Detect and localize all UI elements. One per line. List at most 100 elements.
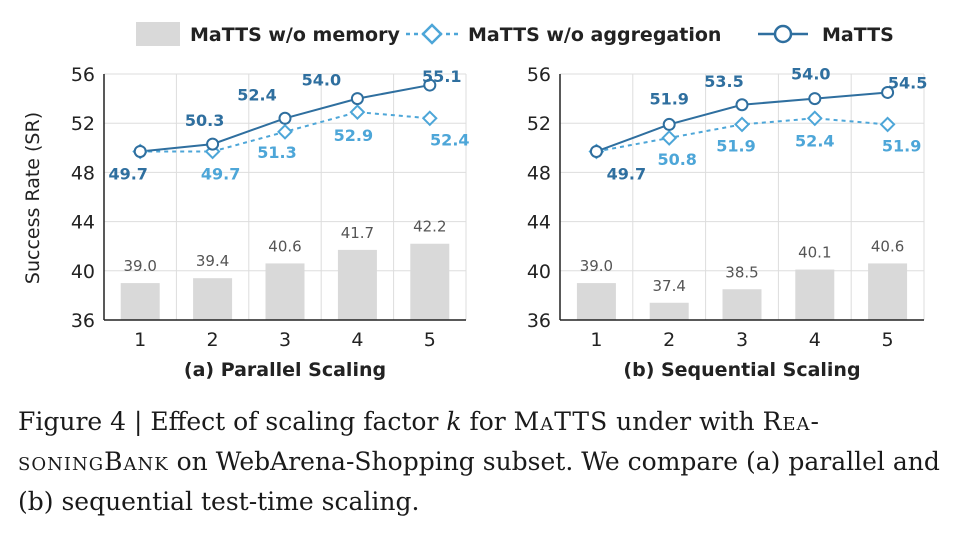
bar-1 (576, 283, 616, 320)
solid-value-label: 53.5 (704, 72, 743, 91)
solid-value-label: 54.5 (888, 73, 927, 92)
bar-4 (795, 269, 835, 320)
y-tick-label: 56 (527, 64, 551, 86)
panel-sequential-scaling: 36 40 44 48 52 56 39.0 37.4 38.5 40.1 40.6 1 2 3 4 5 49.… (527, 64, 928, 381)
caption-part2: for (461, 407, 514, 436)
x-tick-label: 2 (663, 329, 675, 351)
y-tick-label: 36 (527, 310, 551, 332)
y-tick-label: 40 (527, 261, 551, 283)
legend-bar-label: MaTTS w/o memory (190, 24, 400, 46)
bar-value-label: 39.0 (580, 257, 613, 275)
bar-2 (649, 302, 689, 320)
circle-marker-1 (589, 144, 603, 158)
dashed-value-label: 52.4 (795, 131, 834, 150)
circle-marker-3 (735, 98, 749, 112)
legend-diamond-marker (421, 23, 443, 45)
bar-value-label: 39.0 (123, 257, 156, 275)
diamond-marker-3 (277, 123, 293, 140)
bar-3 (265, 263, 305, 320)
solid-value-label: 52.4 (237, 85, 276, 104)
caption-part1: Figure 4 | Effect of scaling factor (18, 407, 447, 436)
solid-value-label: 51.9 (649, 89, 688, 108)
x-tick-label: 2 (207, 329, 219, 351)
solid-value-label: 54.0 (302, 71, 341, 90)
bar-value-label: 39.4 (196, 252, 229, 270)
panel-parallel-scaling: 36 40 44 48 52 56 39.0 39.4 40.6 41.7 42.2 1 2 3 4 5 49.… (71, 64, 470, 381)
y-axis-label: Success Rate (SR) (22, 112, 44, 284)
diamond-marker-5 (879, 116, 896, 133)
circle-marker-5 (881, 85, 895, 99)
circle-marker-2 (662, 117, 676, 131)
dashed-value-label: 49.7 (607, 164, 646, 183)
bar-5 (410, 243, 450, 320)
circle-marker-5 (423, 78, 437, 92)
legend: MaTTS w/o memory MaTTS w/o aggregation M… (136, 22, 894, 46)
diamond-marker-4 (806, 110, 823, 127)
diamond-marker-5 (421, 110, 438, 127)
figure-4-chart: MaTTS w/o memory MaTTS w/o aggregation M… (22, 22, 928, 381)
circle-marker-4 (808, 92, 822, 106)
panel-title: (a) Parallel Scaling (184, 359, 386, 381)
y-tick-label: 48 (527, 162, 551, 184)
x-tick-label: 4 (351, 329, 363, 351)
dashed-value-label: 49.7 (201, 164, 240, 183)
y-tick-label: 52 (71, 113, 95, 135)
circle-marker-4 (350, 92, 364, 106)
dashed-value-label: 51.3 (257, 143, 296, 162)
dashed-value-label: 52.9 (334, 126, 373, 145)
bar-value-label: 37.4 (652, 277, 685, 295)
bar-3 (722, 289, 762, 320)
x-tick-label: 1 (590, 329, 602, 351)
y-tick-label: 52 (527, 113, 551, 135)
bar-value-label: 40.6 (268, 237, 301, 255)
y-tick-label: 44 (71, 212, 95, 234)
diamond-marker-2 (661, 130, 678, 146)
circle-marker-2 (206, 137, 220, 151)
caption-reasoningbank-1: Rea- (762, 407, 820, 436)
x-tick-label: 3 (279, 329, 291, 351)
dashed-value-label: 51.9 (716, 136, 755, 155)
dashed-value-label: 49.7 (108, 164, 147, 183)
caption-k: k (446, 407, 462, 436)
x-tick-label: 4 (809, 329, 821, 351)
caption-part4: on WebArena-Shopping subset. We compare … (18, 447, 940, 516)
x-tick-label: 3 (736, 329, 748, 351)
bar-value-label: 40.1 (798, 244, 831, 262)
series-line-dashed (596, 117, 888, 153)
bar-5 (868, 263, 908, 320)
bar-value-label: 40.6 (871, 237, 904, 255)
x-tick-label: 5 (882, 329, 894, 351)
y-tick-label: 40 (71, 261, 95, 283)
legend-dashed-label: MaTTS w/o aggregation (468, 24, 721, 46)
y-tick-label: 44 (527, 212, 551, 234)
bar-4 (337, 249, 377, 320)
solid-value-label: 50.3 (185, 111, 224, 130)
diamond-marker-4 (349, 104, 366, 121)
dashed-value-label: 52.4 (430, 130, 469, 149)
panel-title: (b) Sequential Scaling (623, 359, 860, 381)
caption-matts: MaTTS (513, 407, 609, 436)
bar-1 (120, 283, 160, 320)
figure-caption: Figure 4 | Effect of scaling factor k fo… (18, 402, 948, 522)
bar-value-label: 42.2 (413, 218, 446, 236)
y-tick-label: 56 (71, 64, 95, 86)
legend-circle-marker (773, 24, 793, 44)
bar-value-label: 38.5 (725, 263, 758, 281)
legend-bar-swatch (136, 22, 180, 46)
dashed-value-label: 51.9 (882, 136, 921, 155)
y-tick-label: 48 (71, 162, 95, 184)
x-tick-label: 5 (424, 329, 436, 351)
caption-part3: under with (608, 407, 763, 436)
diamond-marker-3 (734, 116, 750, 133)
solid-value-label: 54.0 (791, 65, 830, 84)
legend-solid-label: MaTTS (822, 24, 894, 46)
circle-marker-3 (278, 111, 292, 125)
circle-marker-1 (133, 144, 147, 158)
y-tick-label: 36 (71, 310, 95, 332)
x-tick-label: 1 (134, 329, 146, 351)
solid-value-label: 55.1 (422, 67, 461, 86)
caption-reasoningbank-2: soningBank (18, 447, 169, 476)
bar-value-label: 41.7 (341, 224, 374, 242)
bar-2 (193, 278, 233, 320)
dashed-value-label: 50.8 (657, 150, 696, 169)
